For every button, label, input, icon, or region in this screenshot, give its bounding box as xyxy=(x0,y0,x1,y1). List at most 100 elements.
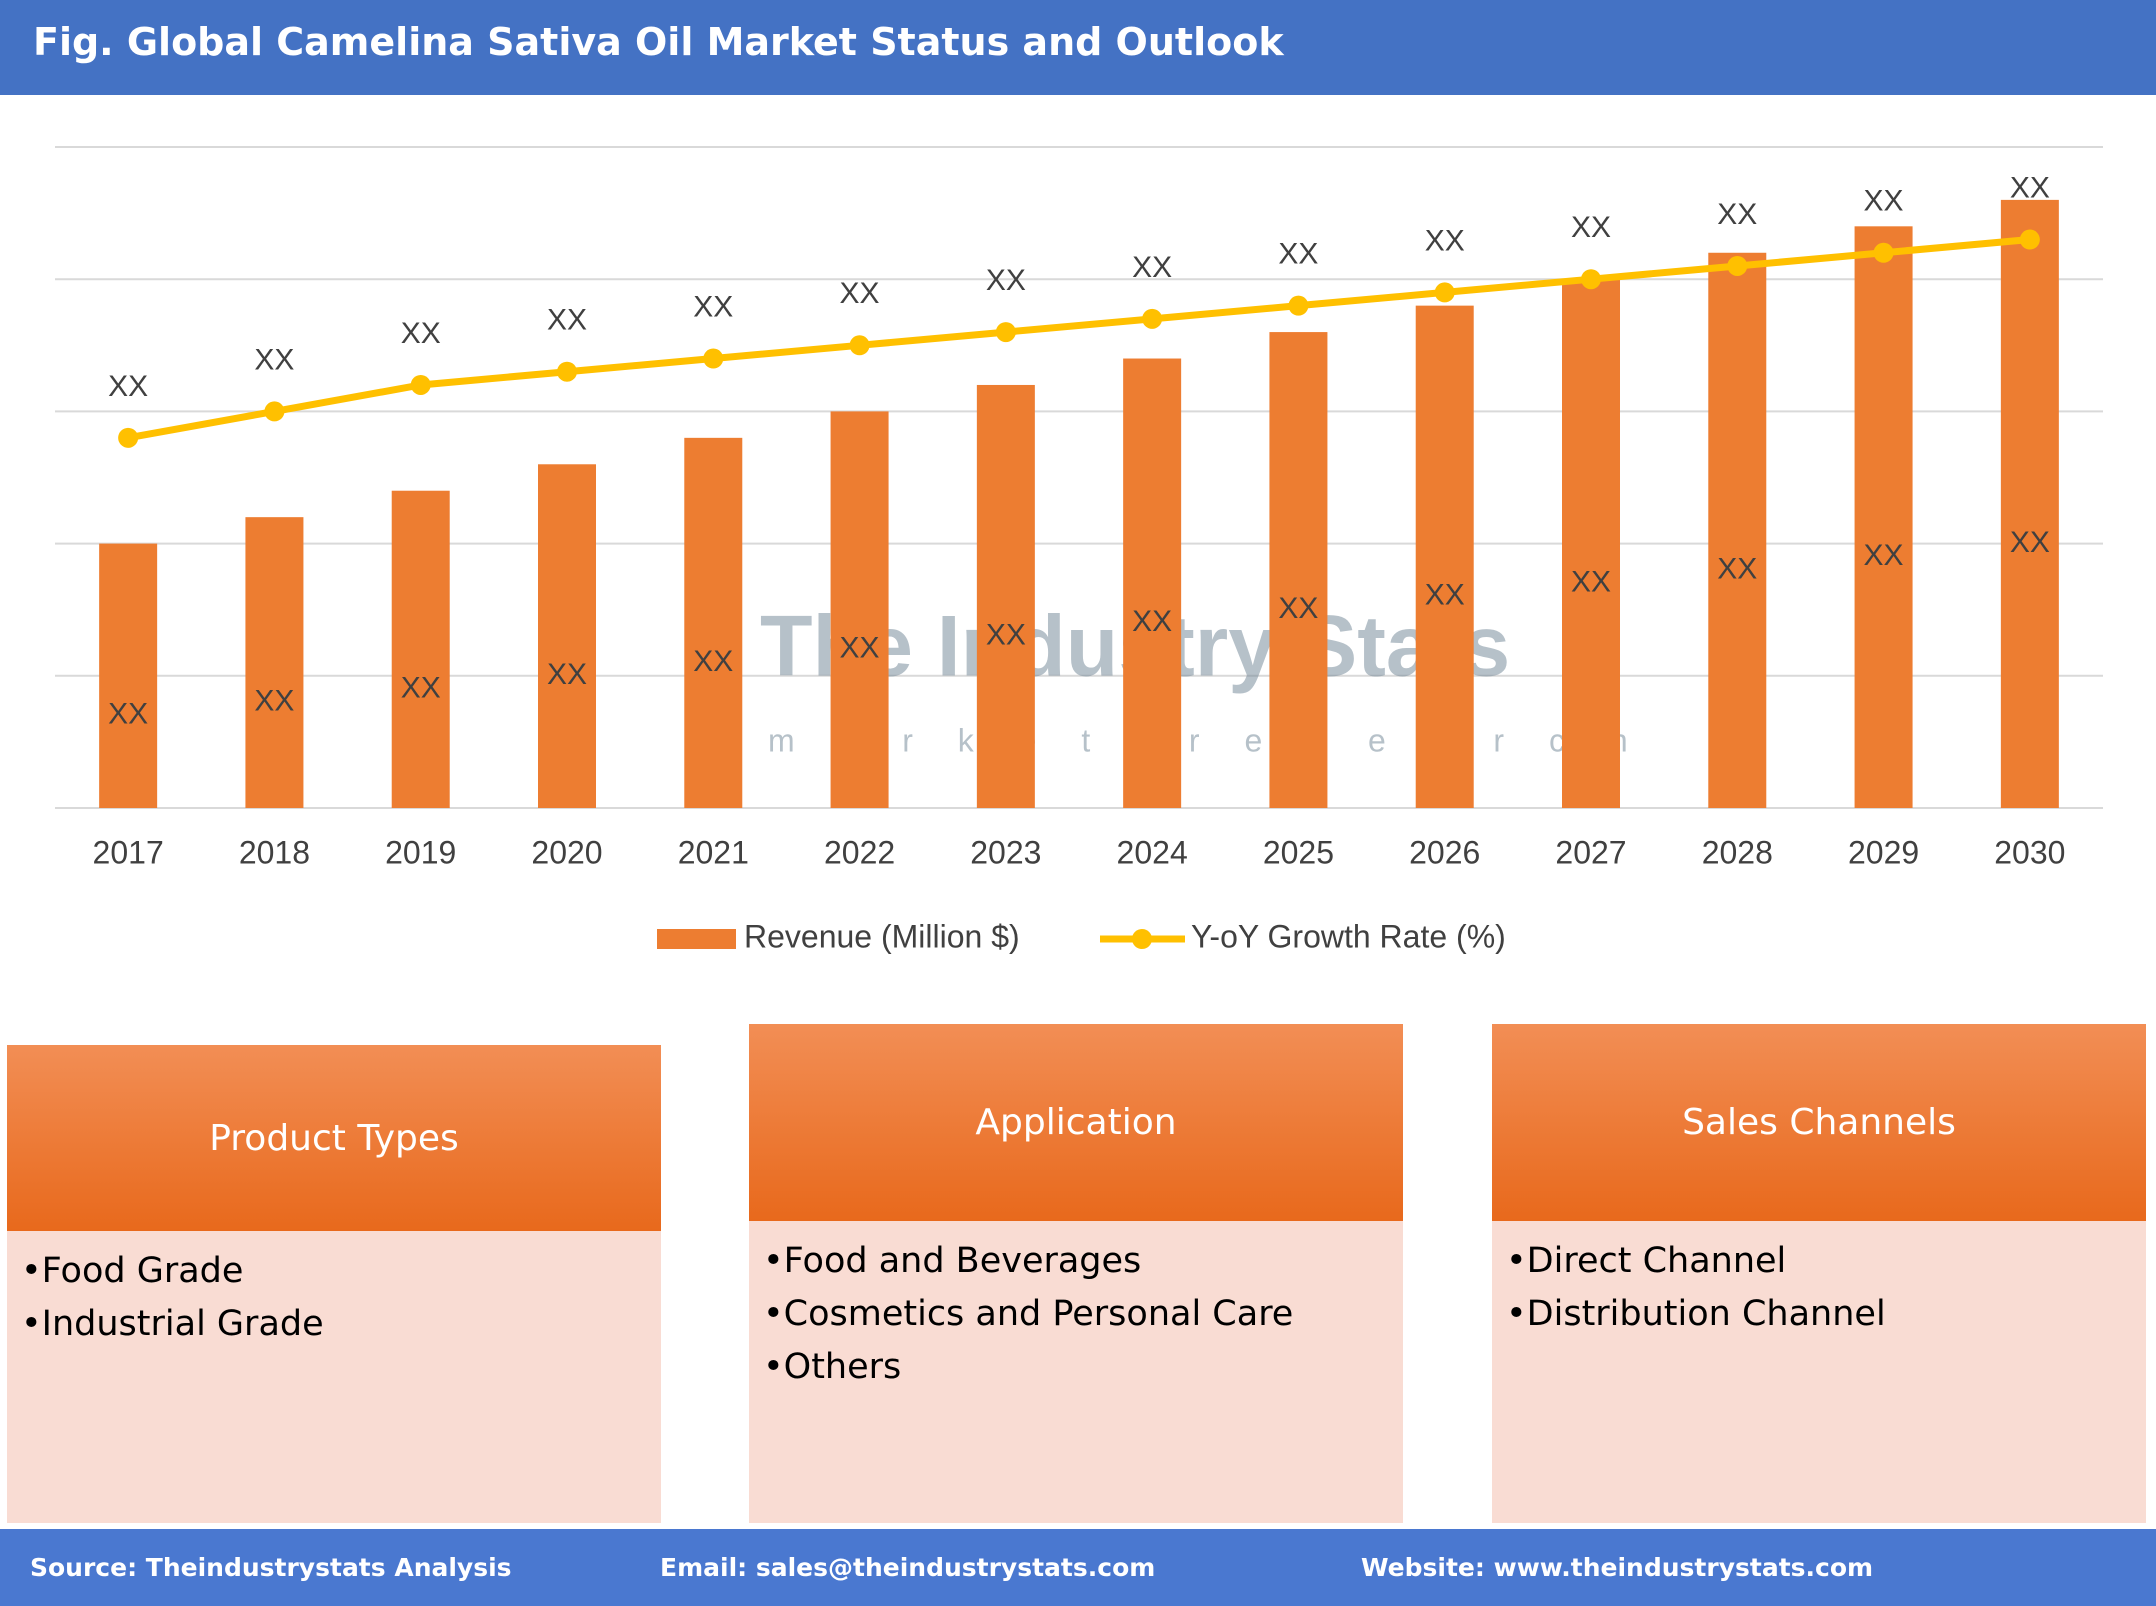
marker xyxy=(703,348,724,369)
marker xyxy=(995,322,1016,343)
data-label: XX xyxy=(1717,552,1757,585)
data-label: XX xyxy=(1571,211,1611,244)
data-label: XX xyxy=(2010,526,2050,559)
marker xyxy=(410,374,431,395)
source: Source: Theindustrystats Analysis xyxy=(30,1553,512,1582)
marker xyxy=(118,427,139,448)
legend-label: Y-oY Growth Rate (%) xyxy=(1191,918,1506,954)
x-tick-label: 2023 xyxy=(970,834,1041,870)
bar xyxy=(1123,358,1182,808)
panel-item: Food Grade xyxy=(21,1245,661,1298)
bar xyxy=(1415,305,1474,808)
data-label: XX xyxy=(1132,605,1172,638)
bar xyxy=(538,464,596,808)
x-tick-label: 2027 xyxy=(1555,834,1626,870)
bar xyxy=(1854,226,1913,808)
data-label: XX xyxy=(840,632,880,665)
x-tick-label: 2018 xyxy=(239,834,310,870)
x-tick-label: 2021 xyxy=(678,834,749,870)
panel-title: Product Types xyxy=(7,1045,661,1231)
data-label: XX xyxy=(1425,224,1465,257)
legend-swatch xyxy=(657,929,736,949)
panel-item: Food and Beverages xyxy=(763,1235,1403,1288)
data-label: XX xyxy=(547,658,587,691)
data-label: XX xyxy=(1278,238,1318,271)
website: Website: www.theindustrystats.com xyxy=(1361,1553,1874,1582)
footer: Source: Theindustrystats Analysis Email:… xyxy=(0,1529,2156,1606)
header: Fig. Global Camelina Sativa Oil Market S… xyxy=(0,0,2156,95)
data-label: XX xyxy=(1278,592,1318,625)
bar xyxy=(684,437,743,808)
marker xyxy=(1727,255,1748,276)
panel-list: Food GradeIndustrial Grade xyxy=(7,1231,661,1351)
marker xyxy=(849,335,870,356)
x-tick-label: 2022 xyxy=(824,834,895,870)
data-label: XX xyxy=(840,277,880,310)
bar xyxy=(391,490,450,808)
legend-swatch xyxy=(1132,929,1152,949)
x-tick-label: 2025 xyxy=(1263,834,1334,870)
x-tick-label: 2019 xyxy=(385,834,456,870)
panel-title: Sales Channels xyxy=(1492,1024,2146,1221)
panel: Sales Channels Direct ChannelDistributio… xyxy=(1492,1024,2146,1523)
panel: Application Food and BeveragesCosmetics … xyxy=(749,1024,1403,1523)
data-label: XX xyxy=(254,343,294,376)
bar xyxy=(245,517,304,808)
x-tick-label: 2029 xyxy=(1848,834,1919,870)
data-label: XX xyxy=(1864,539,1904,572)
panel-item: Distribution Channel xyxy=(1506,1288,2146,1341)
marker xyxy=(1142,308,1163,329)
data-label: XX xyxy=(2010,171,2050,204)
data-label: XX xyxy=(401,317,441,350)
bar xyxy=(830,411,889,808)
bar xyxy=(1269,332,1328,808)
data-label: XX xyxy=(1864,185,1904,218)
data-label: XX xyxy=(401,671,441,704)
marker xyxy=(1434,282,1455,303)
bar xyxy=(1562,279,1620,808)
x-tick-label: 2030 xyxy=(1994,834,2065,870)
x-tick-label: 2024 xyxy=(1117,834,1188,870)
data-label: XX xyxy=(693,290,733,323)
data-label: XX xyxy=(986,618,1026,651)
bar xyxy=(1708,252,1767,808)
panel-item: Cosmetics and Personal Care xyxy=(763,1288,1403,1341)
data-label: XX xyxy=(1571,566,1611,599)
bar xyxy=(976,384,1035,808)
panel-item: Direct Channel xyxy=(1506,1235,2146,1288)
bar xyxy=(2000,199,2059,808)
x-tick-label: 2026 xyxy=(1409,834,1480,870)
marker xyxy=(264,401,285,422)
panel-item: Industrial Grade xyxy=(21,1298,661,1351)
marker xyxy=(1288,295,1309,316)
data-label: XX xyxy=(986,264,1026,297)
data-label: XX xyxy=(1132,251,1172,284)
panel-list: Direct ChannelDistribution Channel xyxy=(1492,1221,2146,1341)
title: Fig. Global Camelina Sativa Oil Market S… xyxy=(33,20,1284,64)
panel-title: Application xyxy=(749,1024,1403,1221)
watermark-tagline: m a r k e t r e s e a r c h xyxy=(768,722,1646,758)
panel-list: Food and BeveragesCosmetics and Personal… xyxy=(749,1221,1403,1394)
marker xyxy=(1581,269,1601,290)
x-tick-label: 2017 xyxy=(93,834,164,870)
legend-label: Revenue (Million $) xyxy=(744,918,1020,954)
data-label: XX xyxy=(108,698,148,731)
data-label: XX xyxy=(254,685,294,718)
x-tick-label: 2020 xyxy=(531,834,602,870)
marker xyxy=(2019,229,2040,250)
data-label: XX xyxy=(108,370,148,403)
marker xyxy=(557,361,577,382)
marker xyxy=(1873,242,1894,263)
data-label: XX xyxy=(1425,579,1465,612)
data-label: XX xyxy=(1717,198,1757,231)
panel-item: Others xyxy=(763,1341,1403,1394)
email: Email: sales@theindustrystats.com xyxy=(660,1553,1156,1582)
data-label: XX xyxy=(693,645,733,678)
data-label: XX xyxy=(547,304,587,337)
panel: Product Types Food GradeIndustrial Grade xyxy=(7,1045,661,1523)
bar xyxy=(99,543,158,808)
x-tick-label: 2028 xyxy=(1702,834,1773,870)
line xyxy=(127,236,2031,442)
